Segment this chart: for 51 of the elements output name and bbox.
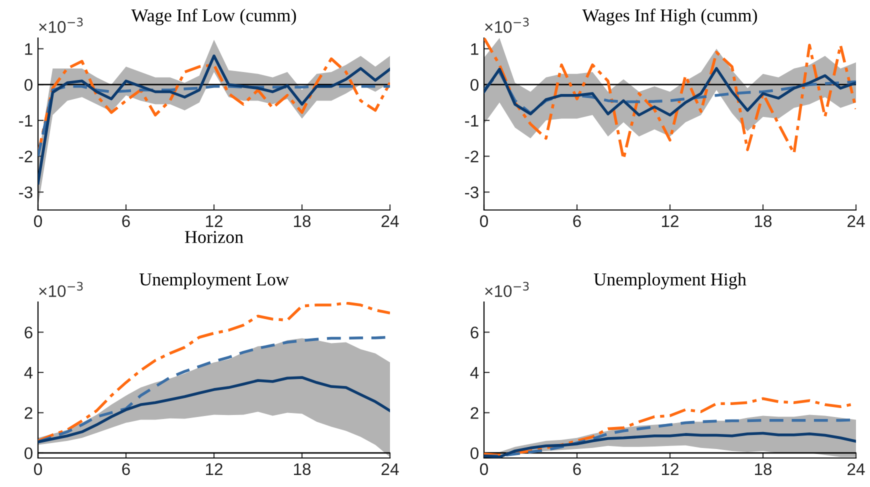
x-tick-label: 24 (848, 215, 865, 227)
x-tick-label: 24 (848, 463, 865, 475)
y-tick-label: -1 (19, 114, 32, 126)
y-tick-label: -3 (465, 186, 478, 198)
x-tick-label: 0 (34, 463, 42, 476)
text: ×10$^{−3}$ (39, 18, 83, 33)
chart-title: Wages Inf High (cumm) (582, 8, 757, 26)
y-tick-label: 2 (470, 407, 478, 419)
line-series (38, 84, 390, 158)
y-tick-label: -3 (19, 186, 32, 198)
y-tick-label: 4 (470, 367, 479, 378)
y-tick-label: 6 (24, 326, 32, 338)
text: ×10$^{−3}$ (39, 282, 83, 298)
x-tick-label: 18 (755, 215, 772, 228)
x-tick-label: 0 (34, 215, 42, 228)
y-tick-label: -1 (465, 114, 478, 126)
x-tick-label: 6 (122, 215, 130, 228)
y-tick-label: 1 (471, 43, 478, 55)
y-tick-label: -2 (19, 150, 32, 162)
y-tick-label: 6 (470, 326, 478, 338)
x-tick-label: 12 (206, 215, 222, 227)
chart-title: Unemployment Low (139, 272, 289, 290)
y-tick-label: 1 (25, 43, 32, 55)
line-series (38, 54, 390, 185)
x-tick-label: 12 (662, 215, 678, 227)
text: ×10$^{−3}$ (485, 18, 529, 33)
line-series (38, 376, 390, 444)
x-tick-label: 12 (662, 463, 678, 475)
x-tick-label: 12 (206, 463, 222, 475)
x-tick-label: 18 (294, 215, 311, 228)
chart-title: Unemployment High (594, 272, 746, 290)
x-tick-label: 18 (294, 463, 311, 476)
x-axis-title: Horizon (184, 230, 244, 244)
x-tick-label: 0 (480, 463, 488, 476)
y-tick-label: 0 (24, 447, 32, 460)
y-tick-label: 4 (24, 367, 33, 378)
y-tick-label: -2 (465, 150, 478, 162)
x-tick-label: 0 (480, 215, 488, 228)
line-series (38, 302, 390, 442)
y-tick-label: 0 (470, 78, 478, 91)
x-tick-label: 6 (573, 463, 581, 476)
y-tick-label: 0 (24, 78, 32, 91)
x-tick-label: 6 (122, 463, 130, 476)
x-tick-label: 6 (573, 215, 581, 228)
text: ×10$^{−3}$ (485, 282, 529, 298)
x-tick-label: 24 (382, 215, 399, 227)
y-tick-label: 0 (470, 447, 478, 460)
chart-title: Wage Inf Low (cumm) (131, 8, 296, 26)
y-tick-label: 2 (24, 407, 32, 419)
x-tick-label: 24 (382, 463, 399, 475)
x-tick-label: 18 (755, 463, 772, 476)
